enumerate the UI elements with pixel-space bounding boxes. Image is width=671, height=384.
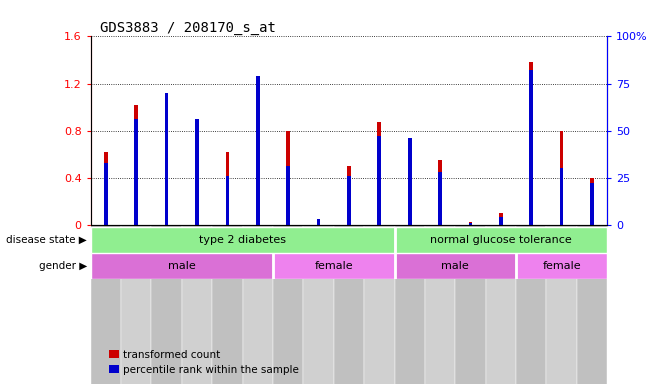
Bar — [347, 176, 351, 225]
Bar — [499, 213, 503, 225]
FancyBboxPatch shape — [395, 225, 425, 384]
FancyBboxPatch shape — [456, 225, 486, 384]
Bar — [91, 227, 395, 253]
Bar — [590, 178, 594, 225]
Bar — [165, 105, 168, 225]
FancyBboxPatch shape — [516, 225, 546, 384]
Bar — [438, 172, 442, 225]
Text: type 2 diabetes: type 2 diabetes — [199, 235, 286, 245]
Bar — [560, 131, 564, 225]
FancyBboxPatch shape — [152, 225, 182, 384]
Bar — [256, 78, 260, 225]
Bar — [438, 160, 442, 225]
Text: GDS3883 / 208170_s_at: GDS3883 / 208170_s_at — [100, 21, 276, 35]
Bar — [134, 119, 138, 225]
Legend: transformed count, percentile rank within the sample: transformed count, percentile rank withi… — [109, 350, 299, 375]
Bar — [378, 122, 381, 225]
Bar — [378, 136, 381, 225]
FancyBboxPatch shape — [364, 225, 395, 384]
Bar — [287, 166, 290, 225]
Bar — [256, 76, 260, 225]
FancyBboxPatch shape — [333, 225, 364, 384]
Bar — [104, 162, 107, 225]
Bar — [347, 166, 351, 225]
Bar — [529, 62, 533, 225]
Text: disease state ▶: disease state ▶ — [7, 235, 87, 245]
Text: female: female — [542, 261, 581, 271]
FancyBboxPatch shape — [273, 225, 303, 384]
FancyBboxPatch shape — [546, 225, 577, 384]
Bar — [317, 219, 320, 225]
Bar — [134, 105, 138, 225]
Bar — [287, 131, 290, 225]
Bar — [516, 253, 607, 279]
Bar — [91, 253, 273, 279]
Bar — [104, 152, 107, 225]
Bar — [395, 253, 516, 279]
Text: male: male — [442, 261, 469, 271]
Bar — [273, 253, 395, 279]
FancyBboxPatch shape — [486, 225, 516, 384]
Bar — [529, 70, 533, 225]
FancyBboxPatch shape — [212, 225, 242, 384]
Bar — [225, 176, 229, 225]
FancyBboxPatch shape — [577, 225, 607, 384]
Text: normal glucose tolerance: normal glucose tolerance — [430, 235, 572, 245]
Bar — [560, 168, 564, 225]
Bar — [195, 119, 199, 225]
Bar — [225, 152, 229, 225]
FancyBboxPatch shape — [182, 225, 212, 384]
FancyBboxPatch shape — [121, 225, 152, 384]
FancyBboxPatch shape — [91, 225, 121, 384]
Bar — [165, 93, 168, 225]
Bar — [468, 222, 472, 225]
Bar — [499, 217, 503, 225]
Bar — [395, 227, 607, 253]
Text: male: male — [168, 261, 196, 271]
Bar — [590, 183, 594, 225]
Bar — [468, 223, 472, 225]
Bar — [408, 138, 411, 225]
FancyBboxPatch shape — [303, 225, 333, 384]
Text: female: female — [315, 261, 353, 271]
Text: gender ▶: gender ▶ — [39, 261, 87, 271]
FancyBboxPatch shape — [425, 225, 456, 384]
FancyBboxPatch shape — [242, 225, 273, 384]
Bar — [317, 219, 320, 225]
Bar — [408, 139, 411, 225]
Bar — [195, 122, 199, 225]
